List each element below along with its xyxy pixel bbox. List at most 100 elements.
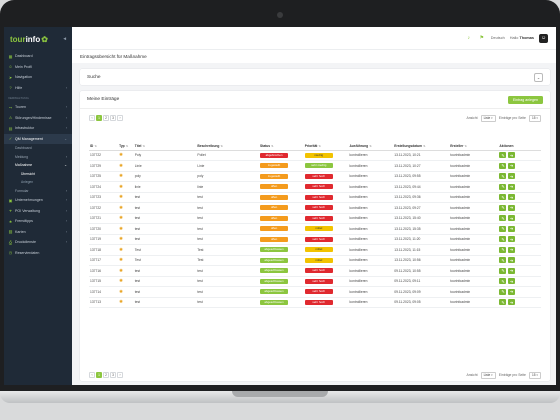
- sidebar-subsubitem[interactable]: Anlegen: [21, 180, 34, 185]
- page-button[interactable]: 3: [110, 372, 116, 378]
- column-header[interactable]: ID⇅: [89, 142, 119, 151]
- open-button[interactable]: ➔: [507, 278, 515, 285]
- edit-button[interactable]: ✎: [499, 183, 507, 190]
- open-button[interactable]: ➔: [507, 257, 515, 264]
- page-button[interactable]: ›: [117, 115, 123, 121]
- table-row[interactable]: 137722 ✺ Poly Poliet abgebrochen niedrig kontr…: [89, 150, 541, 161]
- open-button[interactable]: ➔: [507, 204, 515, 211]
- open-button[interactable]: ➔: [507, 162, 515, 169]
- column-header[interactable]: Beschreibung⇅: [196, 142, 260, 151]
- open-button[interactable]: ➔: [507, 183, 515, 190]
- open-button[interactable]: ➔: [507, 299, 515, 306]
- edit-button[interactable]: ✎: [499, 152, 507, 159]
- view-select[interactable]: Liste: [480, 371, 496, 379]
- open-button[interactable]: ➔: [507, 246, 515, 253]
- sidebar-item[interactable]: ▦ Dashboard: [4, 51, 72, 62]
- column-header[interactable]: Ausführung⇅: [348, 142, 394, 151]
- open-button[interactable]: ➔: [507, 225, 515, 232]
- column-header[interactable]: Ersteller⇅: [449, 142, 499, 151]
- table-row[interactable]: 137713 ✺ test test abgeschlossen sehr hoch kon…: [89, 297, 541, 308]
- sidebar-item[interactable]: ☺ Mein Profil: [4, 62, 72, 73]
- sidebar-item[interactable]: ✓ QM Management ⌄: [4, 133, 72, 144]
- page-button[interactable]: 3: [110, 115, 116, 121]
- open-button[interactable]: ➔: [507, 215, 515, 222]
- edit-button[interactable]: ✎: [499, 299, 507, 306]
- table-cell: sehr hoch: [303, 213, 349, 224]
- edit-button[interactable]: ✎: [499, 288, 507, 295]
- table-row[interactable]: 137716 ✺ test test abgeschlossen sehr hoch kon…: [89, 265, 541, 277]
- sidebar-item[interactable]: ⎙ Druckdienste ›: [4, 237, 72, 248]
- page-button[interactable]: 2: [103, 372, 109, 378]
- sidebar-item[interactable]: ★ Fremdtipps ›: [4, 216, 72, 227]
- language-label[interactable]: Deutsch: [490, 36, 505, 40]
- edit-button[interactable]: ✎: [499, 173, 507, 180]
- page-button[interactable]: ‹: [89, 372, 95, 378]
- page-button[interactable]: 1: [96, 115, 102, 121]
- open-button[interactable]: ➔: [507, 236, 515, 243]
- per-page-select[interactable]: 15: [528, 114, 541, 122]
- column-header[interactable]: Typ⇅: [118, 142, 134, 151]
- table-row[interactable]: 137722 ✺ test test offen sehr hoch kontrollier…: [89, 202, 541, 214]
- sidebar-item[interactable]: ▣ Unternehmungen ›: [4, 195, 72, 206]
- search-panel[interactable]: Suche ⌄: [80, 69, 550, 85]
- column-header[interactable]: Erstellungsdatum⇅: [393, 142, 450, 151]
- open-button[interactable]: ➔: [507, 267, 515, 274]
- column-header[interactable]: Titel⇅: [133, 142, 197, 151]
- edit-button[interactable]: ✎: [499, 278, 507, 285]
- edit-button[interactable]: ✎: [499, 162, 507, 169]
- sidebar-item[interactable]: ▤ Infrastruktur ›: [4, 123, 72, 134]
- open-button[interactable]: ➔: [507, 152, 515, 159]
- add-entry-button[interactable]: Eintrag anlegen: [507, 95, 543, 104]
- table-row[interactable]: 137718 ✺ Test Test abgeschlossen mittel kontro…: [89, 244, 541, 256]
- per-page-select[interactable]: 15: [528, 371, 541, 379]
- view-select[interactable]: Liste: [480, 114, 496, 122]
- sidebar-subsubitem[interactable]: Übersicht: [21, 171, 35, 176]
- table-row[interactable]: 137725 ✺ poly poly zugestellt sehr hoch kontro…: [89, 171, 541, 182]
- edit-button[interactable]: ✎: [499, 215, 507, 222]
- sidebar-item[interactable]: ? Hilfe ›: [4, 83, 72, 94]
- sidebar-item[interactable]: ➤ Navigation: [4, 72, 72, 83]
- avatar[interactable]: ☺: [539, 33, 548, 43]
- sidebar-item[interactable]: ⤳ Touren ›: [4, 102, 72, 113]
- chevron-down-icon[interactable]: ⌄: [534, 72, 543, 82]
- page-button[interactable]: ›: [117, 372, 123, 378]
- edit-button[interactable]: ✎: [499, 257, 507, 264]
- sidebar-subitem[interactable]: Meldung ›: [4, 153, 72, 162]
- edit-button[interactable]: ✎: [499, 267, 507, 274]
- chevron-left-icon[interactable]: ◂: [63, 36, 66, 42]
- open-button[interactable]: ➔: [507, 173, 515, 180]
- table-row[interactable]: 137723 ✺ test test offen sehr hoch kontrollier…: [89, 192, 541, 203]
- edit-button[interactable]: ✎: [499, 246, 507, 253]
- table-row[interactable]: 137717 ✺ Test Test abgeschlossen mittel kontro…: [89, 255, 541, 266]
- bell-icon[interactable]: ♪: [467, 35, 471, 41]
- sidebar-subitem[interactable]: Maßnahme ⌄: [4, 161, 72, 170]
- table-row[interactable]: 137719 ✺ test test offen sehr hoch kontrollier…: [89, 234, 541, 245]
- page-button[interactable]: 1: [96, 372, 102, 378]
- page-button[interactable]: ‹: [89, 115, 95, 121]
- table-row[interactable]: 137721 ✺ test test offen sehr hoch kontrollier…: [89, 213, 541, 224]
- open-button[interactable]: ➔: [507, 194, 515, 201]
- sidebar-item[interactable]: ⚠ Störungen/Hindernisse ›: [4, 113, 72, 124]
- sidebar-item[interactable]: ◷ Reservierdaten: [4, 248, 72, 259]
- logo[interactable]: tour info ✿ ◂: [4, 27, 72, 51]
- edit-button[interactable]: ✎: [499, 204, 507, 211]
- table-row[interactable]: 137720 ✺ test test offen mittel kontrollieren 1…: [89, 223, 541, 235]
- edit-button[interactable]: ✎: [499, 225, 507, 232]
- edit-button[interactable]: ✎: [499, 194, 507, 201]
- table-row[interactable]: 137724 ✺ linie linie offen sehr hoch kontrolli…: [89, 181, 541, 193]
- column-header[interactable]: Priorität⇅: [303, 142, 349, 151]
- edit-button[interactable]: ✎: [499, 236, 507, 243]
- sidebar-item[interactable]: ▧ Karten ›: [4, 227, 72, 238]
- table-row[interactable]: 137714 ✺ test test abgeschlossen sehr hoch kon…: [89, 286, 541, 298]
- table-cell: tourinfoadmin: [449, 223, 499, 235]
- column-header[interactable]: Status⇅: [259, 142, 304, 151]
- sidebar-subitem[interactable]: Formular ›: [4, 187, 72, 196]
- page-button[interactable]: 2: [103, 115, 109, 121]
- flag-icon[interactable]: ⚑: [479, 35, 485, 41]
- table-row[interactable]: 137729 ✺ Linie Linie zugestellt sehr niedrig k…: [89, 160, 541, 172]
- sidebar-subitem[interactable]: Dashboard: [4, 144, 72, 153]
- sidebar-item[interactable]: ⌖ POI Verwaltung ›: [4, 206, 72, 217]
- open-button[interactable]: ➔: [507, 288, 515, 295]
- table-row[interactable]: 137715 ✺ test test abgeschlossen sehr hoch kon…: [89, 276, 541, 287]
- column-header[interactable]: Aktionen: [498, 142, 541, 151]
